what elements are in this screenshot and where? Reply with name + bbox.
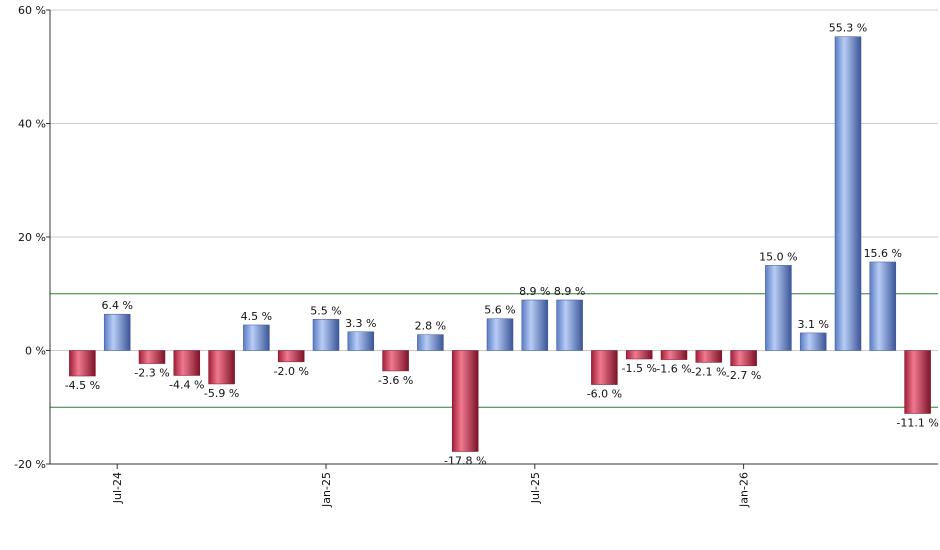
bar xyxy=(625,350,653,360)
y-tick-label: 0 % xyxy=(25,345,46,358)
axes: 60 % 40 % 20 % 0 % -20 % Jul-24 Jan-25 Jul-25 Ja… xyxy=(14,4,938,508)
data-label: -6.0 % xyxy=(587,388,622,401)
data-label: 15.0 % xyxy=(759,250,797,263)
bar xyxy=(208,350,235,385)
data-label: -2.3 % xyxy=(134,367,169,380)
bar xyxy=(347,331,375,351)
data-label: -5.9 % xyxy=(204,387,239,400)
bar xyxy=(277,350,305,363)
data-label: 8.9 % xyxy=(519,285,550,298)
data-label: -2.7 % xyxy=(726,369,761,382)
x-tick-label: Jan-26 xyxy=(738,472,751,508)
data-label: -11.1 % xyxy=(896,416,938,429)
data-label: 4.5 % xyxy=(241,310,272,323)
bar xyxy=(173,350,201,376)
bar xyxy=(730,350,757,367)
data-label: -17.8 % xyxy=(444,455,486,468)
data-label: 5.5 % xyxy=(310,304,341,317)
x-tick-label: Jan-25 xyxy=(320,472,333,508)
bar xyxy=(312,319,340,351)
bar xyxy=(451,350,479,452)
bar xyxy=(765,265,792,351)
y-tick-label: 20 % xyxy=(18,231,46,244)
data-label: 15.6 % xyxy=(864,247,902,260)
data-label: -2.1 % xyxy=(691,365,726,378)
bar xyxy=(869,261,897,351)
bar xyxy=(417,334,444,351)
x-tick-label: Jul-24 xyxy=(111,472,124,504)
bar xyxy=(904,350,931,414)
data-label: -2.0 % xyxy=(273,365,308,378)
data-label: 6.4 % xyxy=(101,299,132,312)
data-label: 3.3 % xyxy=(345,317,376,330)
y-tick-label: 40 % xyxy=(18,118,46,131)
bar xyxy=(799,332,827,351)
bar xyxy=(521,299,549,351)
bar xyxy=(382,350,409,372)
bar xyxy=(138,350,166,364)
data-label: 55.3 % xyxy=(829,22,867,35)
bar xyxy=(486,318,514,351)
data-label: -1.6 % xyxy=(656,363,691,376)
data-label: -1.5 % xyxy=(621,362,656,375)
y-tick-label: -20 % xyxy=(14,458,46,471)
data-label: 3.1 % xyxy=(797,318,828,331)
data-label: 8.9 % xyxy=(554,285,585,298)
data-label: -4.5 % xyxy=(65,379,100,392)
bar xyxy=(243,324,270,351)
data-label: 5.6 % xyxy=(484,304,515,317)
x-tick-label: Jul-25 xyxy=(529,472,542,504)
bar xyxy=(69,350,96,377)
y-tick-label: 60 % xyxy=(18,4,46,17)
bar xyxy=(834,36,862,351)
data-label: -4.4 % xyxy=(169,378,204,391)
bar xyxy=(103,313,131,351)
bars xyxy=(69,36,931,452)
bar xyxy=(660,350,688,360)
bar xyxy=(695,350,723,363)
bar xyxy=(556,299,583,351)
data-label: 2.8 % xyxy=(415,320,446,333)
grid-lines xyxy=(50,9,938,465)
data-label: -3.6 % xyxy=(378,374,413,387)
bar xyxy=(591,350,618,385)
data-labels: -4.5 % 6.4 % -2.3 %-4.4 %-5.9 % 4.5 % -2.0 %… xyxy=(65,22,939,468)
